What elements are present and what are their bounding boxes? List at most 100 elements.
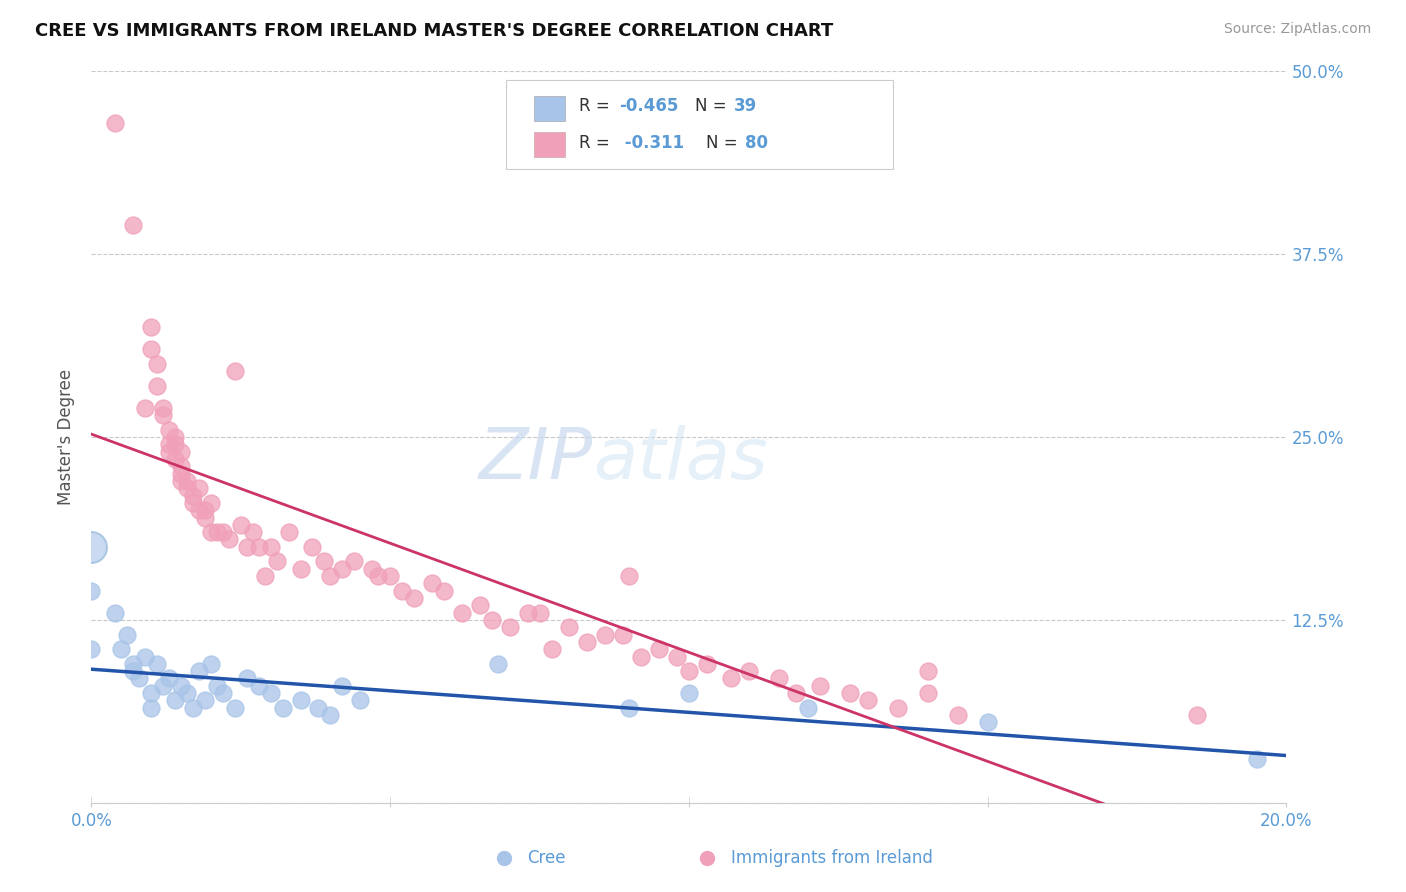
Point: [176, 474, 198, 488]
Point: [486, 657, 509, 671]
Point: [200, 657, 222, 671]
Point: [157, 423, 180, 437]
Point: [737, 664, 759, 678]
Point: [290, 693, 312, 707]
Point: [152, 408, 174, 422]
Point: [200, 496, 222, 510]
Point: [181, 496, 204, 510]
Point: [540, 642, 562, 657]
Text: N =: N =: [695, 96, 731, 114]
Point: [319, 708, 342, 723]
Point: [181, 489, 204, 503]
Point: [367, 569, 389, 583]
Point: [720, 672, 742, 686]
Point: [163, 693, 186, 707]
Point: [349, 693, 371, 707]
Text: Immigrants from Ireland: Immigrants from Ireland: [731, 848, 932, 867]
Text: R =: R =: [579, 96, 616, 114]
Point: [188, 481, 211, 495]
Point: [1185, 708, 1208, 723]
Point: [319, 569, 342, 583]
Point: [271, 700, 294, 714]
Text: R =: R =: [579, 134, 616, 152]
Point: [450, 606, 472, 620]
Point: [290, 562, 312, 576]
Point: [810, 679, 832, 693]
Point: [917, 686, 939, 700]
Point: [157, 672, 180, 686]
Point: [170, 459, 193, 474]
Point: [122, 657, 145, 671]
Point: [839, 686, 862, 700]
Point: [946, 708, 969, 723]
Point: [666, 649, 689, 664]
Point: [211, 525, 233, 540]
Point: [433, 583, 456, 598]
Point: [858, 693, 880, 707]
Text: Cree: Cree: [527, 848, 567, 867]
Point: [307, 700, 329, 714]
Point: [558, 620, 581, 634]
Point: [80, 583, 103, 598]
Point: [380, 569, 402, 583]
Point: [188, 664, 211, 678]
Point: [134, 401, 156, 415]
Text: CREE VS IMMIGRANTS FROM IRELAND MASTER'S DEGREE CORRELATION CHART: CREE VS IMMIGRANTS FROM IRELAND MASTER'S…: [35, 22, 834, 40]
Point: [115, 627, 138, 641]
Point: [110, 642, 132, 657]
Text: Source: ZipAtlas.com: Source: ZipAtlas.com: [1223, 22, 1371, 37]
Point: [205, 679, 228, 693]
Point: [170, 444, 193, 458]
Text: 39: 39: [734, 96, 758, 114]
Point: [194, 693, 217, 707]
Point: [80, 642, 103, 657]
Point: [797, 700, 820, 714]
Point: [152, 679, 174, 693]
Point: [194, 503, 217, 517]
Point: [612, 627, 634, 641]
Point: [134, 649, 156, 664]
Point: [768, 672, 790, 686]
Text: 80: 80: [745, 134, 768, 152]
Point: [259, 540, 281, 554]
Point: [122, 218, 145, 232]
Y-axis label: Master's Degree: Master's Degree: [58, 369, 76, 505]
Point: [481, 613, 503, 627]
Point: [235, 540, 259, 554]
Point: [176, 686, 198, 700]
Point: [976, 715, 998, 730]
Point: [181, 700, 204, 714]
Point: [247, 540, 270, 554]
Point: [163, 452, 186, 467]
Point: [141, 343, 163, 357]
Point: [229, 517, 252, 532]
Point: [188, 503, 211, 517]
Point: [332, 562, 354, 576]
Point: [235, 672, 259, 686]
Point: [128, 672, 150, 686]
Point: [301, 540, 323, 554]
Point: [259, 686, 281, 700]
Point: [917, 664, 939, 678]
Point: [314, 554, 336, 568]
Point: [104, 606, 127, 620]
Point: [157, 437, 180, 451]
Point: [630, 649, 652, 664]
Text: -0.465: -0.465: [619, 96, 678, 114]
Point: [529, 606, 551, 620]
Point: [648, 642, 671, 657]
Point: [253, 569, 276, 583]
Point: [277, 525, 299, 540]
Point: [1246, 752, 1268, 766]
Point: [205, 525, 228, 540]
Point: [80, 540, 103, 554]
Point: [420, 576, 443, 591]
Point: [785, 686, 807, 700]
Point: [678, 664, 700, 678]
Point: [176, 481, 198, 495]
Text: ZIP: ZIP: [479, 425, 593, 493]
Point: [146, 379, 169, 393]
Point: [104, 115, 127, 129]
Point: [141, 320, 163, 334]
Point: [678, 686, 700, 700]
